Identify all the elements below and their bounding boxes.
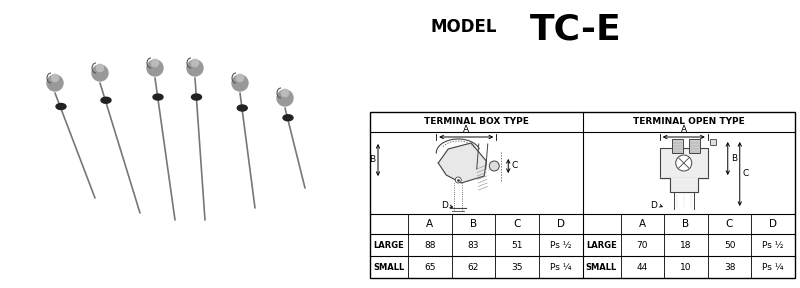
Polygon shape xyxy=(660,178,708,192)
Text: MODEL: MODEL xyxy=(430,18,497,36)
Text: 10: 10 xyxy=(680,262,692,272)
Circle shape xyxy=(151,59,159,67)
Text: 65: 65 xyxy=(424,262,435,272)
Text: Ps ¼: Ps ¼ xyxy=(762,262,784,272)
Text: 38: 38 xyxy=(724,262,735,272)
Ellipse shape xyxy=(283,115,293,121)
Text: D: D xyxy=(557,219,565,229)
Text: Ps ½: Ps ½ xyxy=(762,240,784,249)
Circle shape xyxy=(676,155,692,171)
Text: 18: 18 xyxy=(680,240,692,249)
Text: TERMINAL OPEN TYPE: TERMINAL OPEN TYPE xyxy=(633,118,745,126)
Text: D: D xyxy=(441,202,448,211)
Ellipse shape xyxy=(101,97,111,103)
Polygon shape xyxy=(438,143,486,183)
Text: SMALL: SMALL xyxy=(374,262,405,272)
Text: D: D xyxy=(769,219,777,229)
Text: 62: 62 xyxy=(468,262,479,272)
Circle shape xyxy=(281,89,289,97)
Text: 50: 50 xyxy=(724,240,735,249)
Text: B: B xyxy=(730,154,737,163)
Circle shape xyxy=(490,161,499,171)
Text: B: B xyxy=(369,156,375,164)
Text: B: B xyxy=(470,219,477,229)
Text: C: C xyxy=(742,170,749,179)
Text: C: C xyxy=(726,219,734,229)
Bar xyxy=(370,112,795,278)
Text: C: C xyxy=(514,219,521,229)
Circle shape xyxy=(455,177,462,183)
Circle shape xyxy=(191,59,199,67)
Text: A: A xyxy=(681,125,687,134)
Circle shape xyxy=(236,74,244,82)
Circle shape xyxy=(187,60,203,76)
Circle shape xyxy=(147,60,163,76)
Text: LARGE: LARGE xyxy=(586,240,617,249)
Text: 51: 51 xyxy=(511,240,523,249)
Bar xyxy=(689,139,700,153)
Text: SMALL: SMALL xyxy=(586,262,617,272)
Text: A: A xyxy=(463,125,470,134)
Bar xyxy=(660,148,708,178)
Text: 88: 88 xyxy=(424,240,435,249)
Text: D: D xyxy=(650,200,657,209)
Text: 35: 35 xyxy=(511,262,523,272)
Text: Ps ½: Ps ½ xyxy=(550,240,571,249)
Text: TC-E: TC-E xyxy=(530,13,622,47)
Ellipse shape xyxy=(238,105,247,111)
Ellipse shape xyxy=(191,94,202,100)
Text: 44: 44 xyxy=(637,262,648,272)
Circle shape xyxy=(47,75,63,91)
Text: C: C xyxy=(511,162,518,170)
Text: Ps ¼: Ps ¼ xyxy=(550,262,571,272)
Circle shape xyxy=(96,64,104,72)
Text: TERMINAL BOX TYPE: TERMINAL BOX TYPE xyxy=(424,118,529,126)
Bar xyxy=(672,139,682,153)
Text: 83: 83 xyxy=(468,240,479,249)
Text: A: A xyxy=(638,219,646,229)
Circle shape xyxy=(92,65,108,81)
Text: LARGE: LARGE xyxy=(374,240,404,249)
Bar xyxy=(710,139,716,145)
Ellipse shape xyxy=(153,94,163,100)
Circle shape xyxy=(232,75,248,91)
Text: A: A xyxy=(426,219,434,229)
Circle shape xyxy=(51,74,59,82)
Circle shape xyxy=(277,90,293,106)
Text: 70: 70 xyxy=(637,240,648,249)
Text: B: B xyxy=(682,219,690,229)
Ellipse shape xyxy=(56,103,66,109)
